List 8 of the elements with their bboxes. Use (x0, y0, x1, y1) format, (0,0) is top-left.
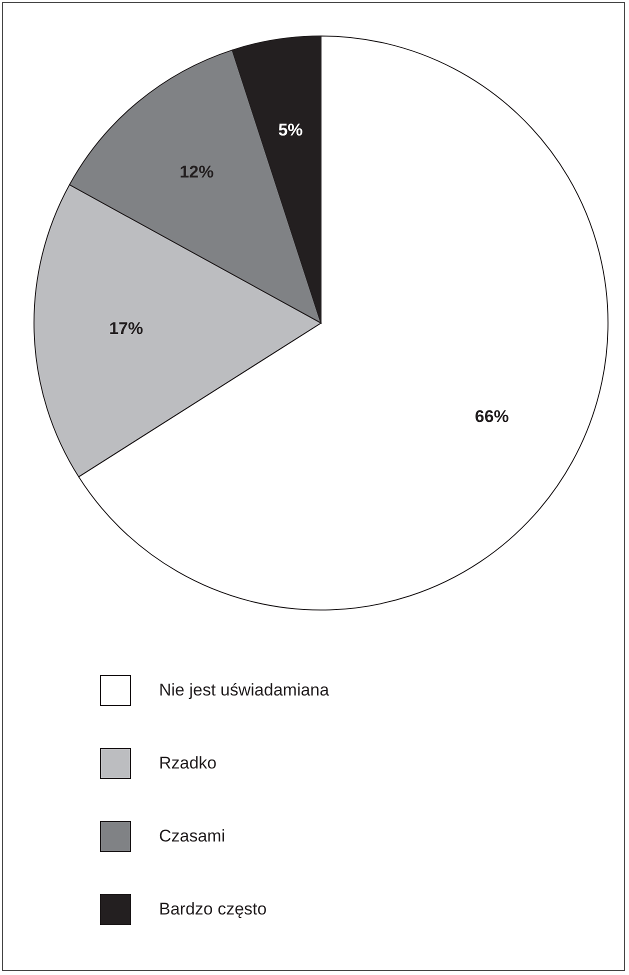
legend-label: Bardzo często (159, 900, 267, 918)
data-label: 66% (474, 406, 509, 426)
legend-label: Rzadko (159, 754, 217, 772)
data-label: 5% (278, 120, 303, 140)
legend-label: Czasami (159, 826, 226, 846)
data-label: 12% (180, 162, 214, 182)
data-label: 17% (109, 319, 144, 338)
legend-label: Nie jest uświadamiana (159, 680, 330, 700)
